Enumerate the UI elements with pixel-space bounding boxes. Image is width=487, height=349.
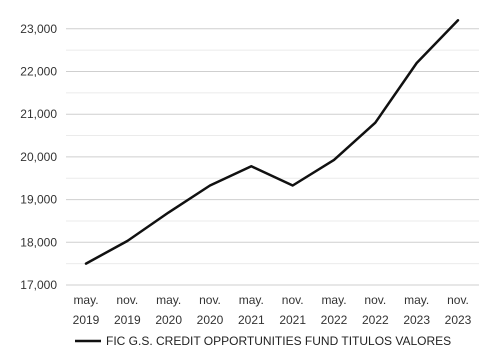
series-line xyxy=(84,19,460,265)
x-tick-label-year: 2019 xyxy=(73,313,100,327)
x-tick-label-month: nov. xyxy=(447,293,469,307)
y-tick-label: 22,000 xyxy=(20,65,57,79)
x-tick-label-month: nov. xyxy=(199,293,221,307)
x-tick-label-month: nov. xyxy=(282,293,304,307)
y-tick-label: 17,000 xyxy=(20,278,57,292)
legend: FIC G.S. CREDIT OPPORTUNITIES FUND TITUL… xyxy=(75,334,451,348)
x-tick-label-year: 2022 xyxy=(362,313,389,327)
y-tick-label: 21,000 xyxy=(20,107,57,121)
series-lines xyxy=(84,19,460,265)
x-tick-label-year: 2023 xyxy=(445,313,472,327)
x-axis-tick-labels: may. 2019 nov. 2019 may. 2020 nov. 2020 may. 2021… xyxy=(73,293,472,327)
y-tick-label: 23,000 xyxy=(20,22,57,36)
x-tick-label-year: 2021 xyxy=(238,313,265,327)
x-tick-label-year: 2023 xyxy=(403,313,430,327)
x-tick-label-year: 2019 xyxy=(114,313,141,327)
x-tick-label-month: may. xyxy=(404,293,429,307)
x-tick-label-year: 2020 xyxy=(197,313,224,327)
y-axis-tick-labels: 17,000 18,000 19,000 20,000 21,000 22,000 23,0… xyxy=(20,22,57,292)
x-tick-label-month: may. xyxy=(73,293,98,307)
x-tick-label-year: 2021 xyxy=(279,313,306,327)
legend-label: FIC G.S. CREDIT OPPORTUNITIES FUND TITUL… xyxy=(106,334,451,348)
grid-lines xyxy=(66,28,479,286)
x-tick-label-month: may. xyxy=(156,293,181,307)
x-tick-label-year: 2020 xyxy=(155,313,182,327)
x-tick-label-month: nov. xyxy=(116,293,138,307)
y-tick-label: 20,000 xyxy=(20,150,57,164)
x-tick-label-month: may. xyxy=(239,293,264,307)
y-tick-label: 18,000 xyxy=(20,235,57,249)
x-tick-label-year: 2022 xyxy=(321,313,348,327)
x-tick-label-month: may. xyxy=(321,293,346,307)
x-tick-label-month: nov. xyxy=(364,293,386,307)
y-tick-label: 19,000 xyxy=(20,193,57,207)
